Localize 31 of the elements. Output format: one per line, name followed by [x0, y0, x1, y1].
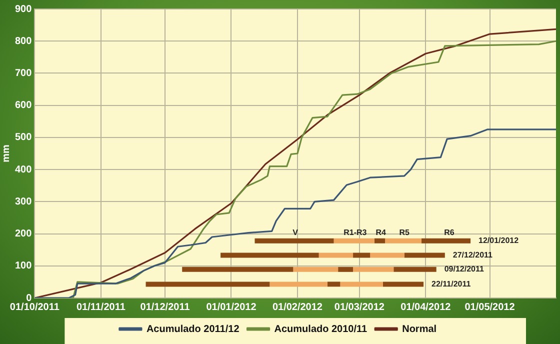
- annotation: R4: [376, 228, 386, 238]
- legend-label: Acumulado 2010/11: [274, 324, 368, 335]
- series-label: 27/12/2011: [452, 250, 494, 260]
- x-tick-label: 01/05/2012: [464, 302, 516, 313]
- x-tick-label: 01/01/2012: [206, 302, 257, 313]
- annotation: R6: [444, 228, 455, 238]
- y-tick-label: 100: [14, 260, 32, 272]
- series-label: 09/12/2011: [444, 264, 484, 274]
- x-tick-label: 01/02/2012: [272, 302, 323, 313]
- x-tick-label: 01/03/2012: [334, 302, 385, 313]
- y-tick-label: 600: [14, 100, 32, 112]
- series-label: 12/01/2012: [478, 236, 520, 246]
- y-axis-title: mm: [0, 144, 12, 162]
- annotation: R1-R3: [344, 228, 368, 238]
- series-label: 22/11/2011: [432, 279, 472, 288]
- y-tick-label: 200: [14, 228, 32, 240]
- y-tick-label: 0: [26, 292, 32, 304]
- x-tick-label: 01/04/2012: [400, 302, 452, 313]
- x-tick-label: 01/12/2011: [140, 302, 190, 313]
- annotation: R5: [399, 228, 410, 238]
- y-tick-label: 700: [14, 68, 32, 79]
- x-tick-label: 01/10/2011: [10, 302, 60, 313]
- x-tick-label: 01/11/2011: [76, 302, 126, 313]
- y-tick-label: 400: [14, 164, 32, 176]
- legend-label: Normal: [402, 324, 437, 335]
- y-tick-label: 900: [14, 4, 32, 15]
- legend-label: Acumulado 2011/12: [146, 324, 240, 335]
- y-tick-label: 300: [14, 196, 32, 208]
- annotation: V: [292, 228, 299, 238]
- y-tick-label: 500: [14, 132, 32, 144]
- y-tick-label: 800: [14, 36, 32, 47]
